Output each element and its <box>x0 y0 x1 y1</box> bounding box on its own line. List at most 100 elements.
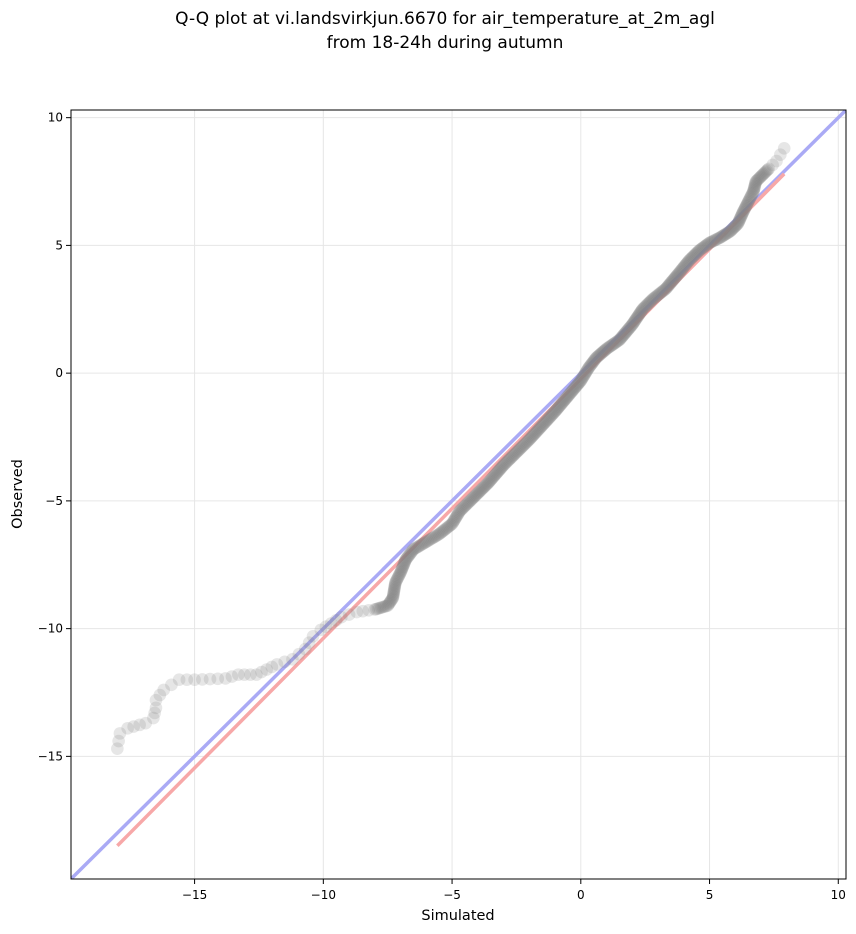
qq-point <box>384 594 398 607</box>
qq-point <box>547 406 561 419</box>
qq-point <box>549 403 563 417</box>
x-tick-label: 5 <box>706 888 714 902</box>
qq-point <box>716 229 729 243</box>
qq-point <box>710 232 724 246</box>
qq-point <box>389 574 403 588</box>
qq-point <box>577 368 591 382</box>
qq-point <box>149 701 163 715</box>
qq-point <box>501 454 515 467</box>
qq-point <box>620 325 633 338</box>
qq-point <box>270 658 284 671</box>
qq-point <box>556 395 570 409</box>
qq-point <box>602 340 616 354</box>
qq-point <box>421 534 435 548</box>
qq-point <box>432 527 446 541</box>
qq-point <box>451 507 465 521</box>
qq-point <box>662 278 676 292</box>
qq-point <box>678 259 692 273</box>
qq-point <box>560 391 574 404</box>
qq-point <box>515 440 529 453</box>
qq-point <box>462 495 476 509</box>
qq-point <box>668 271 681 285</box>
qq-point <box>569 380 583 394</box>
qq-point <box>633 306 647 320</box>
qq-point <box>387 588 400 602</box>
qq-point <box>306 629 320 643</box>
qq-point <box>133 718 146 732</box>
qq-point <box>749 175 763 188</box>
qq-point <box>774 148 787 162</box>
qq-point <box>747 183 760 197</box>
qq-point <box>518 437 531 451</box>
qq-point <box>447 514 461 528</box>
qq-point <box>589 351 603 365</box>
qq-point <box>483 474 497 487</box>
qq-point <box>677 260 691 274</box>
qq-point <box>545 408 559 422</box>
qq-point <box>722 225 736 239</box>
qq-point <box>383 596 396 610</box>
qq-point <box>536 418 550 431</box>
qq-point <box>748 181 761 194</box>
qq-point <box>739 200 753 213</box>
qq-point <box>484 473 498 486</box>
qq-point <box>707 234 721 247</box>
qq-point <box>430 529 443 543</box>
fit-line <box>116 172 786 848</box>
qq-point <box>388 577 402 591</box>
qq-point <box>642 297 655 310</box>
qq-point <box>646 292 660 306</box>
qq-point <box>406 544 419 558</box>
qq-point <box>706 235 719 248</box>
qq-point <box>539 415 552 429</box>
qq-point <box>390 573 404 587</box>
qq-point <box>435 525 449 539</box>
qq-point <box>485 471 499 485</box>
qq-point <box>696 241 710 254</box>
qq-point <box>529 426 543 439</box>
qq-point <box>698 240 711 253</box>
qq-point <box>467 490 481 504</box>
qq-point <box>255 665 268 679</box>
qq-point <box>446 516 460 529</box>
qq-point <box>544 409 558 423</box>
qq-point <box>593 348 606 362</box>
qq-point <box>712 232 725 245</box>
y-tick-label: −10 <box>38 622 63 636</box>
qq-point <box>610 335 624 349</box>
qq-point <box>452 506 466 519</box>
qq-point <box>388 580 401 594</box>
qq-point <box>417 537 430 550</box>
qq-point <box>647 291 661 305</box>
qq-point <box>496 460 509 473</box>
qq-point <box>644 295 657 308</box>
qq-point <box>741 197 754 210</box>
qq-point <box>450 509 464 522</box>
qq-point <box>639 299 653 313</box>
qq-point <box>637 301 651 315</box>
y-axis-label: Observed <box>10 459 26 529</box>
qq-point <box>713 231 727 245</box>
qq-point <box>388 579 402 593</box>
qq-point <box>671 268 684 281</box>
qq-point <box>478 479 492 493</box>
qq-point <box>618 327 631 341</box>
y-tick-label: 5 <box>55 238 63 252</box>
qq-point <box>704 235 718 249</box>
qq-point <box>572 376 586 390</box>
qq-point <box>391 571 404 585</box>
qq-point <box>302 636 316 649</box>
qq-point <box>745 188 759 201</box>
qq-point <box>622 323 635 336</box>
qq-point <box>480 477 494 491</box>
chart-title-line-1: Q-Q plot at vi.landsvirkjun.6670 for air… <box>175 9 715 29</box>
qq-point <box>260 663 273 676</box>
qq-point <box>583 360 596 374</box>
plot-marks <box>71 110 846 879</box>
qq-point <box>565 385 579 398</box>
qq-point <box>362 604 376 617</box>
x-tick-label: −15 <box>182 888 207 902</box>
qq-point <box>553 399 567 412</box>
qq-point <box>574 374 588 388</box>
qq-point <box>666 274 679 287</box>
